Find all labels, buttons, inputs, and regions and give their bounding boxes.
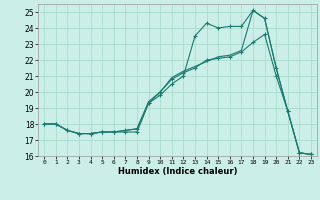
- X-axis label: Humidex (Indice chaleur): Humidex (Indice chaleur): [118, 167, 237, 176]
